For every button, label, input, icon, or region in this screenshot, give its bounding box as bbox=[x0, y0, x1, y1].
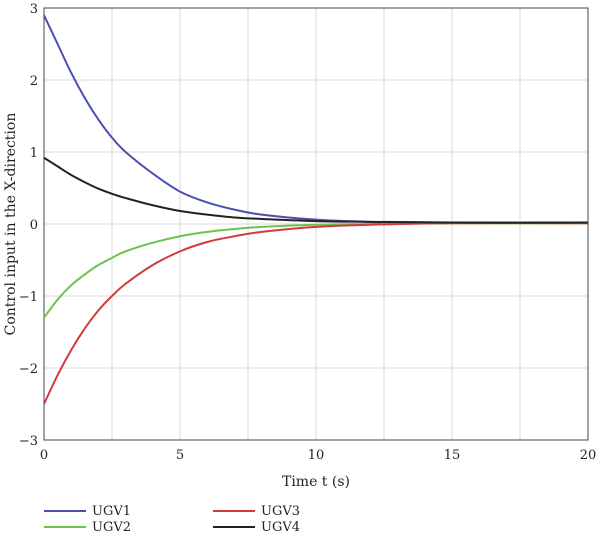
y-tick-label: 0 bbox=[30, 218, 38, 233]
y-axis-title: Control input in the X-direction bbox=[3, 113, 19, 336]
x-tick-label: 0 bbox=[40, 448, 48, 463]
series-line-ugv4 bbox=[43, 156, 589, 224]
x-tick-label: 15 bbox=[444, 448, 461, 463]
y-tick-label: −3 bbox=[19, 434, 38, 449]
y-tick-label: 2 bbox=[30, 74, 38, 89]
y-tick-label: 3 bbox=[30, 2, 38, 17]
legend-label-ugv1: UGV1 bbox=[92, 504, 131, 519]
y-tick-label: −2 bbox=[19, 362, 38, 377]
y-tick-labels: 3 2 1 0 −1 −2 −3 bbox=[19, 2, 38, 449]
x-tick-label: 5 bbox=[176, 448, 184, 463]
y-tick-label: 1 bbox=[30, 146, 38, 161]
series-line-ugv3 bbox=[43, 222, 589, 405]
legend-label-ugv3: UGV3 bbox=[261, 504, 300, 519]
series-lines bbox=[43, 14, 589, 405]
x-tick-label: 10 bbox=[308, 448, 325, 463]
plot-frame bbox=[43, 7, 589, 441]
x-tick-label: 20 bbox=[580, 448, 597, 463]
y-tick-label: −1 bbox=[19, 290, 38, 305]
legend-label-ugv4: UGV4 bbox=[261, 520, 300, 535]
x-axis-title: Time t (s) bbox=[282, 474, 350, 490]
legend-label-ugv2: UGV2 bbox=[92, 520, 131, 535]
x-tick-labels: 0 5 10 15 20 bbox=[40, 448, 596, 463]
